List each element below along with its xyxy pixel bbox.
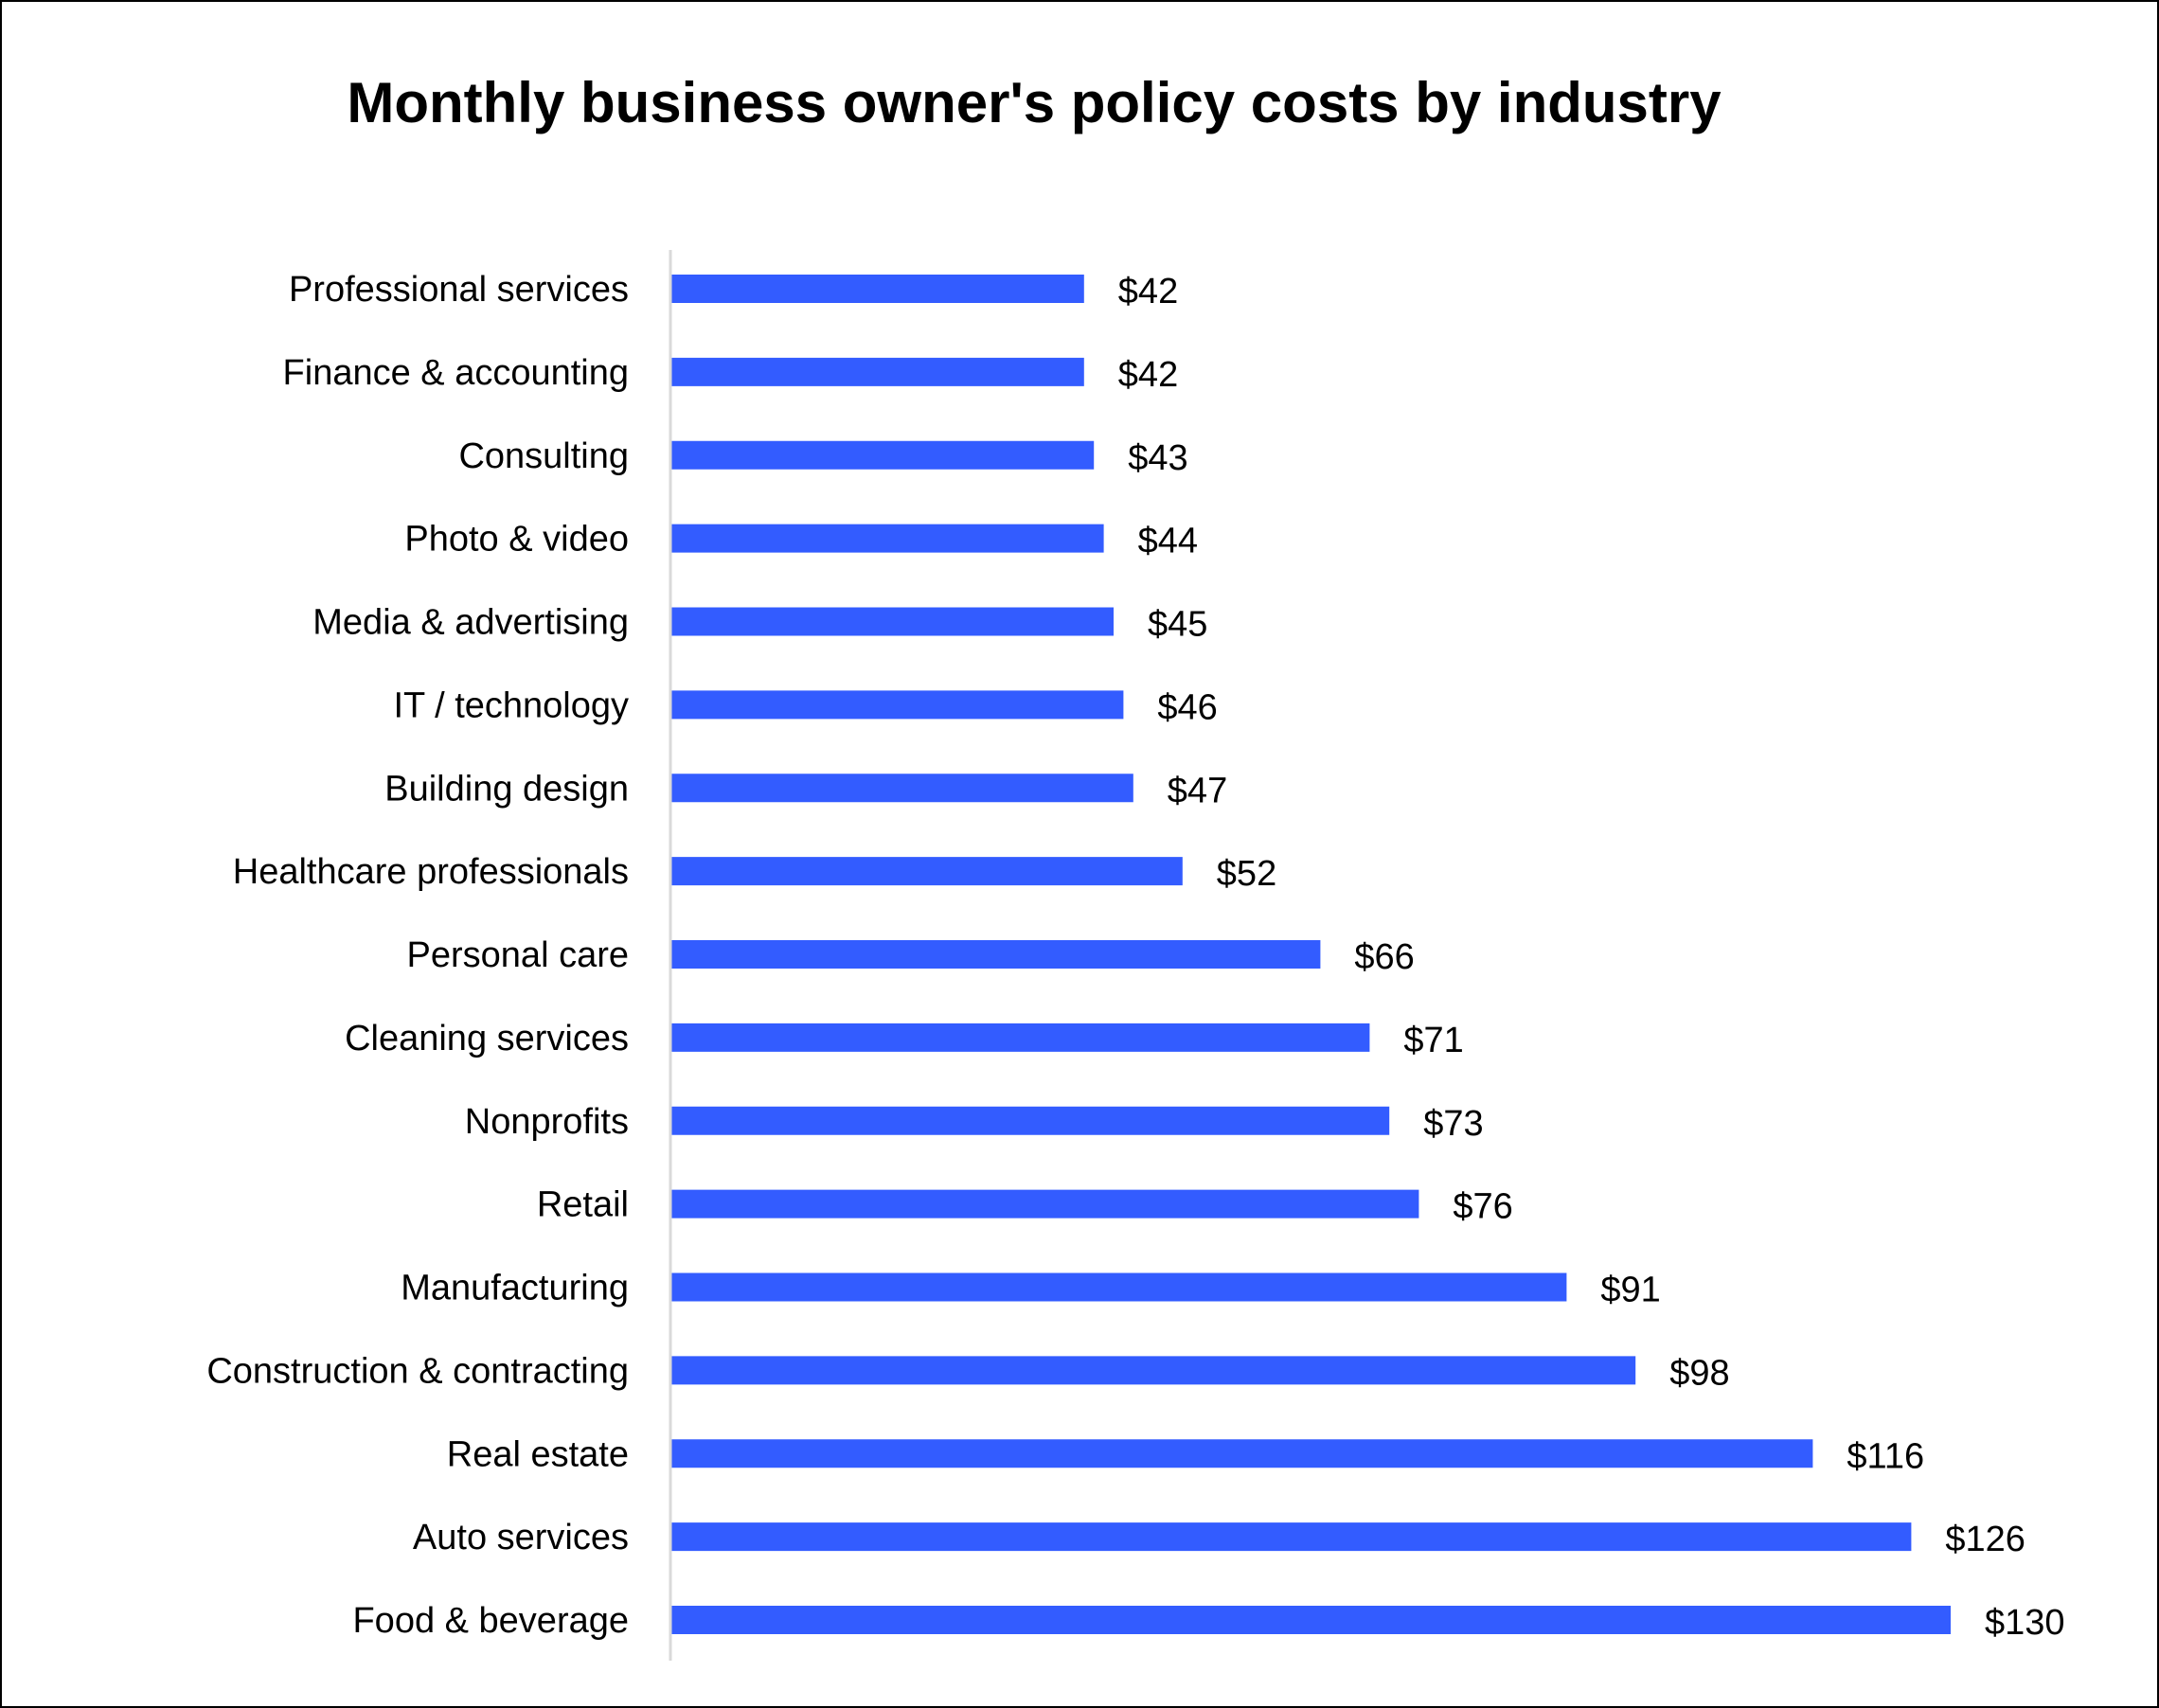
data-label: $45 <box>1148 605 1207 645</box>
data-label: $66 <box>1354 937 1414 977</box>
data-label: $91 <box>1600 1271 1660 1310</box>
category-label: Finance & accounting <box>283 353 629 393</box>
bar <box>670 1522 1912 1552</box>
chart-title: Monthly business owner's policy costs by… <box>347 71 1722 134</box>
data-label: $126 <box>1945 1520 2025 1559</box>
category-label: Retail <box>537 1185 629 1225</box>
bar <box>670 1272 1567 1302</box>
category-label: Nonprofits <box>465 1102 629 1142</box>
category-label: IT / technology <box>393 685 629 725</box>
data-label: $116 <box>1847 1436 1924 1476</box>
data-label: $42 <box>1118 272 1178 311</box>
data-label: $43 <box>1128 438 1187 478</box>
data-label: $73 <box>1423 1104 1483 1144</box>
data-label: $76 <box>1453 1187 1512 1227</box>
category-label: Manufacturing <box>401 1269 629 1308</box>
data-label: $98 <box>1669 1353 1729 1393</box>
data-label: $44 <box>1138 522 1198 561</box>
category-label: Consulting <box>458 436 629 476</box>
data-label: $42 <box>1118 355 1178 395</box>
bar <box>670 1023 1370 1052</box>
bar <box>670 1606 1951 1634</box>
bar <box>670 774 1133 803</box>
bar <box>670 1106 1390 1135</box>
category-label: Food & beverage <box>352 1601 629 1641</box>
category-label: Construction & contracting <box>206 1351 629 1391</box>
bar <box>670 275 1084 303</box>
data-label: $46 <box>1157 687 1217 727</box>
category-label: Media & advertising <box>312 603 629 643</box>
bar <box>670 1439 1813 1468</box>
bar <box>670 1356 1636 1385</box>
bar <box>670 857 1183 886</box>
category-label: Healthcare professionals <box>233 852 629 892</box>
category-label: Auto services <box>413 1518 629 1557</box>
category-label: Cleaning services <box>345 1019 629 1059</box>
bar <box>670 524 1104 553</box>
data-label: $47 <box>1168 771 1227 810</box>
data-label: $71 <box>1403 1021 1463 1060</box>
category-label: Building design <box>384 769 629 809</box>
bar <box>670 940 1321 969</box>
bar <box>670 440 1095 470</box>
category-label: Personal care <box>407 935 629 975</box>
category-label: Photo & video <box>404 520 629 560</box>
bar <box>670 357 1084 386</box>
data-label: $130 <box>1985 1603 2065 1643</box>
category-label: Professional services <box>289 270 629 310</box>
bar <box>670 1189 1419 1219</box>
category-label: Real estate <box>447 1434 629 1474</box>
bar <box>670 690 1124 720</box>
data-label: $52 <box>1217 854 1276 894</box>
bar <box>670 607 1114 636</box>
